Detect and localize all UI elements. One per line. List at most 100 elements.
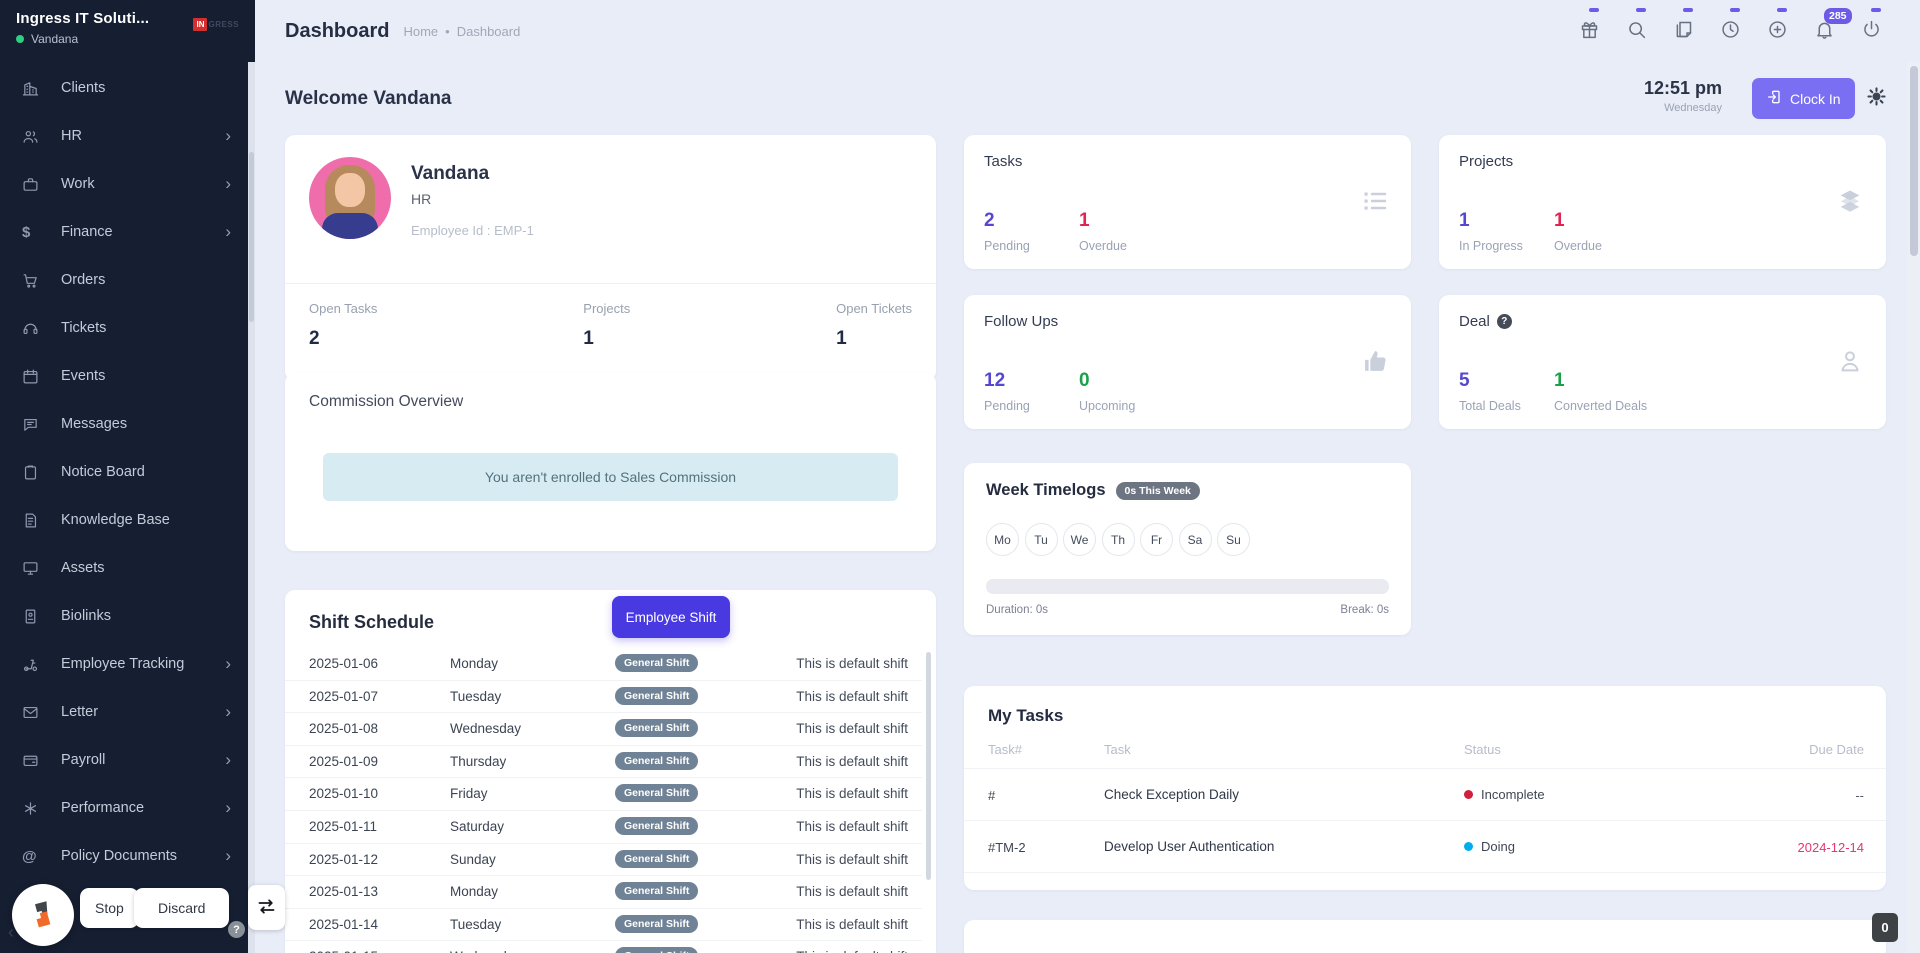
metric-value: 0	[1079, 370, 1174, 392]
sidebar-scrollbar-thumb[interactable]	[249, 152, 254, 322]
task-code: #TM-2	[988, 840, 1026, 855]
metric-label: Pending	[984, 399, 1079, 413]
profile-employee-id: Employee Id : EMP-1	[411, 223, 534, 238]
settings-gear-button[interactable]	[1866, 86, 1887, 110]
summary-card: Projects 1 In Progress 1 Overdue	[1439, 135, 1886, 269]
discard-button[interactable]: Discard	[134, 888, 229, 928]
shift-type-badge: General Shift	[615, 882, 698, 900]
col-due-date: Due Date	[1809, 742, 1864, 757]
shift-note: This is default shift	[796, 656, 908, 671]
workspace-switcher[interactable]: Ingress IT Soluti... Vandana IN GRESS	[0, 0, 255, 58]
shift-date: 2025-01-07	[309, 689, 378, 704]
sidebar-item[interactable]: $ Finance ›	[0, 208, 247, 256]
recorder-logo-button[interactable]	[12, 884, 74, 946]
notification-count-badge: 285	[1824, 8, 1852, 24]
weekday-pill[interactable]: Su	[1217, 523, 1250, 556]
topbar-icon-button[interactable]	[1623, 18, 1649, 44]
metric: 1 Overdue	[1079, 210, 1174, 253]
shift-table: 2025-01-06 Monday General Shift This is …	[285, 648, 922, 953]
sidebar-item[interactable]: Payroll ›	[0, 736, 247, 784]
sidebar-item[interactable]: HR ›	[0, 112, 247, 160]
sidebar-item[interactable]: Knowledge Base	[0, 496, 247, 544]
chevron-right-icon: ›	[225, 127, 231, 146]
sidebar-item[interactable]: Messages	[0, 400, 247, 448]
sidebar-nav: Clients HR › Work › $ Finance ›	[0, 58, 247, 880]
cart-icon	[22, 272, 48, 289]
shift-date: 2025-01-14	[309, 917, 378, 932]
sidebar-item-label: Employee Tracking	[61, 656, 184, 672]
shift-note: This is default shift	[796, 917, 908, 932]
sidebar-item[interactable]: Tickets	[0, 304, 247, 352]
current-time: 12:51 pm Wednesday	[1628, 78, 1722, 114]
metric: 5 Total Deals	[1459, 370, 1554, 413]
sidebar-item[interactable]: Work ›	[0, 160, 247, 208]
topbar-icon-button[interactable]	[1670, 18, 1696, 44]
shift-note: This is default shift	[796, 852, 908, 867]
search-icon	[1626, 19, 1647, 43]
divider	[285, 283, 936, 284]
metric-label: Converted Deals	[1554, 399, 1649, 413]
sidebar-item[interactable]: Employee Tracking ›	[0, 640, 247, 688]
clock-in-button[interactable]: Clock In	[1752, 78, 1855, 119]
my-tasks-header: Task# Task Status Due Date	[964, 742, 1886, 768]
shift-note: This is default shift	[796, 884, 908, 899]
avatar[interactable]	[309, 157, 391, 239]
page-scrollbar[interactable]	[1907, 62, 1920, 953]
shift-note: This is default shift	[796, 754, 908, 769]
swap-button[interactable]	[248, 885, 285, 930]
sidebar-item-label: Messages	[61, 416, 127, 432]
topbar-icon-button[interactable]	[1764, 18, 1790, 44]
page-scrollbar-thumb[interactable]	[1910, 66, 1918, 256]
topbar-icon-button[interactable]: 285	[1811, 18, 1837, 44]
shift-type-badge: General Shift	[615, 915, 698, 933]
shift-day: Tuesday	[450, 917, 501, 932]
weekday-pill[interactable]: Th	[1102, 523, 1135, 556]
page-title: Dashboard	[285, 20, 389, 43]
shift-table-scrollbar[interactable]	[926, 652, 931, 880]
profile-stat: Projects 1	[583, 301, 630, 350]
profile-card: Vandana HR Employee Id : EMP-1 Open Task…	[285, 135, 936, 381]
sidebar-item[interactable]: Biolinks	[0, 592, 247, 640]
stop-button[interactable]: Stop	[80, 888, 139, 928]
metric-label: Pending	[984, 239, 1079, 253]
due-date: --	[1855, 788, 1864, 803]
metric: 1 Overdue	[1554, 210, 1649, 253]
login-icon	[1766, 89, 1782, 108]
table-row: #TM-2 Develop User Authentication Doing …	[964, 821, 1886, 873]
sidebar-item[interactable]: Orders	[0, 256, 247, 304]
task-name-link[interactable]: Check Exception Daily	[1104, 787, 1239, 802]
metric: 2 Pending	[984, 210, 1079, 253]
topbar-icon-button[interactable]	[1858, 18, 1884, 44]
topbar-icon-button[interactable]	[1576, 18, 1602, 44]
metric-label: Overdue	[1554, 239, 1649, 253]
id-card-icon	[22, 608, 48, 625]
sidebar-item[interactable]: Performance ›	[0, 784, 247, 832]
shift-type-badge: General Shift	[615, 947, 698, 953]
sidebar-item[interactable]: @ Policy Documents ›	[0, 832, 247, 880]
weekday-pill[interactable]: Sa	[1179, 523, 1212, 556]
employee-shift-button[interactable]: Employee Shift	[612, 596, 730, 638]
breadcrumb-home[interactable]: Home	[403, 24, 438, 39]
shift-note: This is default shift	[796, 721, 908, 736]
sidebar-item[interactable]: Events	[0, 352, 247, 400]
help-icon[interactable]: ?	[1497, 314, 1512, 329]
metric-value: 1	[1459, 210, 1554, 232]
weekday-pill[interactable]: Tu	[1025, 523, 1058, 556]
workspace-user: Vandana	[16, 32, 241, 46]
metric: 1 Converted Deals	[1554, 370, 1649, 413]
sidebar-scrollbar[interactable]	[248, 62, 255, 953]
sidebar-item[interactable]: Clients	[0, 64, 247, 112]
shift-day: Wednesday	[450, 949, 521, 953]
task-name-link[interactable]: Develop User Authentication	[1104, 839, 1274, 854]
duration-label: Duration: 0s	[986, 604, 1048, 616]
weekday-pill[interactable]: Mo	[986, 523, 1019, 556]
sidebar-item[interactable]: Notice Board	[0, 448, 247, 496]
sidebar-item[interactable]: Assets	[0, 544, 247, 592]
sidebar-item[interactable]: Letter ›	[0, 688, 247, 736]
help-bubble[interactable]: ?	[228, 921, 245, 938]
shift-type-badge: General Shift	[615, 654, 698, 672]
weekday-pill[interactable]: Fr	[1140, 523, 1173, 556]
topbar-icon-button[interactable]	[1717, 18, 1743, 44]
weekday-pill[interactable]: We	[1063, 523, 1096, 556]
timelog-progress-bar	[986, 579, 1389, 594]
